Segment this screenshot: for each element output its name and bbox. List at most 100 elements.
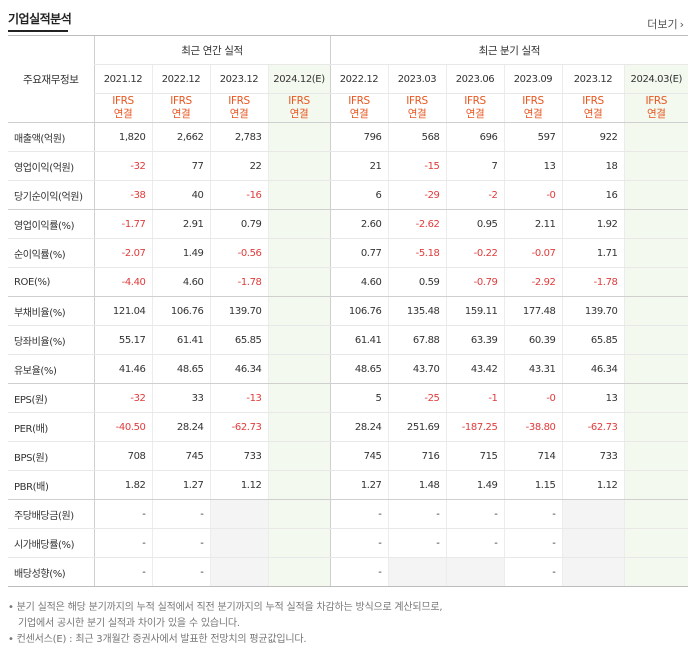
value-cell: -1 bbox=[445, 383, 504, 413]
value-cell: 2.11 bbox=[503, 209, 562, 239]
row-label: 당기순이익(억원) bbox=[8, 180, 94, 210]
value-cell: 33 bbox=[151, 383, 210, 413]
value-cell: -1.78 bbox=[561, 267, 624, 297]
value-cell bbox=[561, 499, 624, 529]
basis-header: IFRS 연결 bbox=[561, 93, 624, 123]
value-cell: - bbox=[445, 499, 504, 529]
value-cell: 41.46 bbox=[93, 354, 152, 384]
value-cell: -38 bbox=[93, 180, 152, 210]
value-cell: 28.24 bbox=[329, 412, 388, 442]
value-cell: 177.48 bbox=[503, 296, 562, 326]
value-cell: -0 bbox=[503, 383, 562, 413]
value-cell: -0.56 bbox=[209, 238, 268, 268]
row-label: 배당성향(%) bbox=[8, 557, 94, 587]
basis-header: IFRS 연결 bbox=[267, 93, 330, 123]
more-label: 더보기 bbox=[647, 18, 678, 31]
value-cell: 135.48 bbox=[387, 296, 446, 326]
value-cell: 4.60 bbox=[329, 267, 388, 297]
value-cell: - bbox=[93, 557, 152, 587]
value-cell bbox=[267, 122, 330, 152]
table-row: 시가배당률(%) - - - - - - bbox=[8, 528, 689, 558]
basis-standard: IFRS bbox=[464, 95, 486, 107]
value-cell: - bbox=[329, 499, 388, 529]
section-title: 기업실적분석 bbox=[8, 12, 72, 26]
basis-label: IFRS 연결 bbox=[563, 95, 624, 121]
chevron-right-icon: › bbox=[679, 18, 684, 31]
basis-standard: IFRS bbox=[348, 95, 370, 107]
row-label: ROE(%) bbox=[8, 267, 94, 297]
value-cell: 60.39 bbox=[503, 325, 562, 355]
row-label: 영업이익률(%) bbox=[8, 209, 94, 239]
value-cell bbox=[267, 441, 330, 471]
row-label: PBR(배) bbox=[8, 470, 94, 500]
footnote-1-cont: 기업에서 공시한 분기 실적과 차이가 있을 수 있습니다. bbox=[18, 618, 240, 629]
row-label: 순이익률(%) bbox=[8, 238, 94, 268]
value-cell bbox=[623, 151, 689, 181]
value-cell: 13 bbox=[561, 383, 624, 413]
value-cell: 696 bbox=[445, 122, 504, 152]
financial-table: 주요재무정보 최근 연간 실적 최근 분기 실적 2021.12 2022.12 2023… bbox=[8, 35, 689, 587]
table-row: PBR(배) 1.82 1.27 1.12 1.27 1.48 1.49 1.15 1.12 bbox=[8, 470, 689, 500]
basis-header: IFRS 연결 bbox=[623, 93, 689, 123]
value-cell bbox=[267, 325, 330, 355]
value-cell: 1.12 bbox=[561, 470, 624, 500]
value-cell: 0.79 bbox=[209, 209, 268, 239]
value-cell bbox=[267, 557, 330, 587]
value-cell: -5.18 bbox=[387, 238, 446, 268]
basis-consolidated: 연결 bbox=[349, 108, 369, 120]
value-cell: 251.69 bbox=[387, 412, 446, 442]
basis-consolidated: 연결 bbox=[171, 108, 191, 120]
value-cell: - bbox=[329, 528, 388, 558]
value-cell: 43.42 bbox=[445, 354, 504, 384]
table-row: 영업이익률(%) -1.77 2.91 0.79 2.60 -2.62 0.95 2.11 1.… bbox=[8, 209, 689, 239]
value-cell: 139.70 bbox=[561, 296, 624, 326]
table-row: 순이익률(%) -2.07 1.49 -0.56 0.77 -5.18 -0.22 -0.07… bbox=[8, 238, 689, 268]
table-row: 당좌비율(%) 55.17 61.41 65.85 61.41 67.88 63.39 60.… bbox=[8, 325, 689, 355]
more-link[interactable]: 더보기 › bbox=[647, 16, 684, 32]
table-row: 배당성향(%) - - - - bbox=[8, 557, 689, 587]
value-cell: -0.79 bbox=[445, 267, 504, 297]
quarter-period-header: 2023.03 bbox=[387, 64, 446, 94]
value-cell: 1.82 bbox=[93, 470, 152, 500]
value-cell bbox=[623, 499, 689, 529]
basis-label: IFRS 연결 bbox=[211, 95, 268, 121]
basis-header: IFRS 연결 bbox=[209, 93, 268, 123]
value-cell bbox=[209, 557, 268, 587]
value-cell bbox=[623, 267, 689, 297]
row-label: 부채비율(%) bbox=[8, 296, 94, 326]
value-cell: 1,820 bbox=[93, 122, 152, 152]
value-cell: 1.48 bbox=[387, 470, 446, 500]
value-cell: 77 bbox=[151, 151, 210, 181]
value-cell: 40 bbox=[151, 180, 210, 210]
value-cell: 708 bbox=[93, 441, 152, 471]
value-cell: -40.50 bbox=[93, 412, 152, 442]
value-cell bbox=[267, 151, 330, 181]
value-cell bbox=[267, 470, 330, 500]
value-cell: 121.04 bbox=[93, 296, 152, 326]
basis-standard: IFRS bbox=[228, 95, 250, 107]
value-cell: -2 bbox=[445, 180, 504, 210]
basis-standard: IFRS bbox=[522, 95, 544, 107]
value-cell: 46.34 bbox=[561, 354, 624, 384]
value-cell: -25 bbox=[387, 383, 446, 413]
value-cell: 61.41 bbox=[151, 325, 210, 355]
value-cell: 715 bbox=[445, 441, 504, 471]
value-cell: -62.73 bbox=[209, 412, 268, 442]
value-cell: 55.17 bbox=[93, 325, 152, 355]
basis-standard: IFRS bbox=[288, 95, 310, 107]
value-cell: 65.85 bbox=[561, 325, 624, 355]
basis-header: IFRS 연결 bbox=[445, 93, 504, 123]
value-cell bbox=[387, 557, 446, 587]
value-cell: -32 bbox=[93, 151, 152, 181]
value-cell: 2,662 bbox=[151, 122, 210, 152]
table-row: ROE(%) -4.40 4.60 -1.78 4.60 0.59 -0.79 -2.92 -1… bbox=[8, 267, 689, 297]
row-label: 주당배당금(원) bbox=[8, 499, 94, 529]
value-cell bbox=[445, 557, 504, 587]
value-cell bbox=[209, 499, 268, 529]
value-cell bbox=[267, 354, 330, 384]
value-cell: -2.07 bbox=[93, 238, 152, 268]
value-cell: 0.77 bbox=[329, 238, 388, 268]
row-label: BPS(원) bbox=[8, 441, 94, 471]
value-cell: 5 bbox=[329, 383, 388, 413]
